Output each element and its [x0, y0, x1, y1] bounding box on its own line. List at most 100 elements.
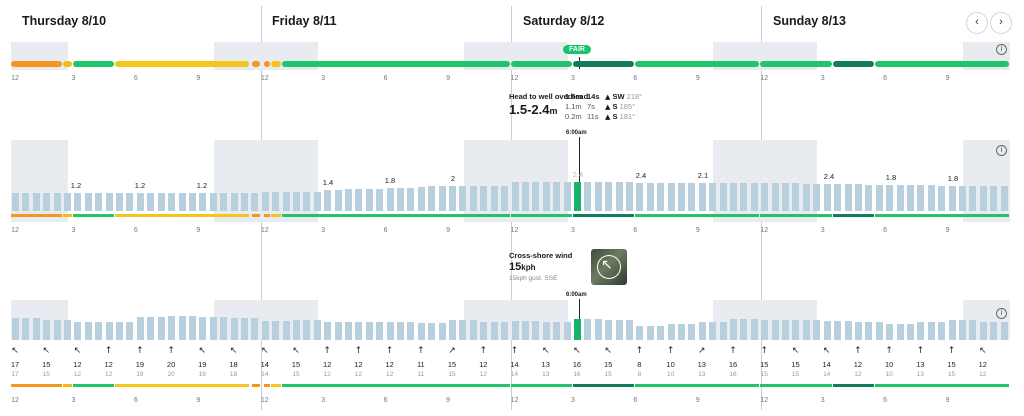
- wind-speed-bar[interactable]: [927, 321, 935, 340]
- surf-height-bar[interactable]: [417, 187, 425, 211]
- wind-speed-bar[interactable]: [938, 321, 946, 340]
- info-icon[interactable]: i: [996, 308, 1007, 319]
- wind-speed-bar[interactable]: [303, 320, 311, 340]
- wind-speed-bar[interactable]: [615, 320, 623, 340]
- wind-speed-bar[interactable]: [272, 320, 280, 340]
- surf-height-bar[interactable]: [969, 186, 977, 211]
- wind-speed-bar[interactable]: [740, 319, 748, 340]
- surf-height-bar[interactable]: [990, 186, 998, 211]
- wind-speed-bar[interactable]: [397, 322, 405, 340]
- wind-speed-bar[interactable]: [501, 322, 509, 340]
- wind-speed-bar[interactable]: [958, 320, 966, 340]
- surf-height-bar[interactable]: [886, 184, 894, 211]
- wind-speed-bar[interactable]: [834, 320, 842, 340]
- wind-speed-bar[interactable]: [761, 320, 769, 340]
- wind-speed-bar[interactable]: [324, 322, 332, 340]
- surf-height-bar[interactable]: [906, 185, 914, 211]
- surf-height-bar[interactable]: [490, 186, 498, 211]
- wind-speed-bar[interactable]: [532, 320, 540, 340]
- wind-speed-bar[interactable]: [594, 319, 602, 340]
- surf-height-bar[interactable]: [355, 189, 363, 211]
- surf-height-bar[interactable]: [834, 184, 842, 211]
- wind-speed-bar[interactable]: [844, 320, 852, 340]
- wind-map-thumbnail[interactable]: ↖: [591, 249, 627, 285]
- wind-speed-bar[interactable]: [178, 316, 186, 340]
- wind-speed-bar[interactable]: [22, 318, 30, 340]
- surf-height-bar[interactable]: [740, 183, 748, 211]
- surf-height-bar[interactable]: [334, 189, 342, 211]
- wind-speed-bar[interactable]: [865, 322, 873, 340]
- wind-speed-bar[interactable]: [251, 317, 259, 340]
- wind-speed-bar[interactable]: [43, 320, 51, 340]
- surf-height-bar[interactable]: [584, 181, 592, 211]
- surf-height-bar[interactable]: [105, 193, 113, 211]
- surf-height-bar[interactable]: [209, 193, 217, 211]
- surf-height-bar[interactable]: [95, 193, 103, 211]
- surf-height-bar[interactable]: [313, 192, 321, 211]
- surf-height-bar[interactable]: [802, 183, 810, 211]
- wind-speed-bar[interactable]: [386, 322, 394, 340]
- surf-height-bar[interactable]: [521, 181, 529, 211]
- surf-height-bar[interactable]: [875, 184, 883, 211]
- wind-speed-bar[interactable]: [157, 316, 165, 340]
- wind-speed-bar[interactable]: [730, 319, 738, 340]
- wind-speed-bar[interactable]: [84, 322, 92, 340]
- surf-height-bar[interactable]: [511, 181, 519, 211]
- wind-speed-bar[interactable]: [136, 316, 144, 340]
- surf-height-bar[interactable]: [667, 183, 675, 211]
- surf-height-bar[interactable]: [594, 181, 602, 211]
- wind-speed-bar[interactable]: [906, 324, 914, 340]
- surf-height-bar[interactable]: [251, 193, 259, 211]
- surf-height-bar[interactable]: [240, 193, 248, 211]
- surf-height-bar[interactable]: [771, 183, 779, 211]
- wind-speed-bar[interactable]: [896, 324, 904, 340]
- wind-speed-bar[interactable]: [220, 316, 228, 340]
- surf-height-bar[interactable]: [573, 181, 581, 211]
- prev-day-button[interactable]: ‹: [966, 12, 988, 34]
- surf-height-bar[interactable]: [53, 193, 61, 211]
- wind-speed-bar[interactable]: [240, 317, 248, 340]
- wind-speed-bar[interactable]: [64, 320, 72, 340]
- wind-speed-bar[interactable]: [313, 320, 321, 340]
- surf-height-bar[interactable]: [532, 181, 540, 211]
- wind-speed-bar[interactable]: [261, 320, 269, 340]
- wind-speed-bar[interactable]: [209, 316, 217, 340]
- surf-height-bar[interactable]: [428, 186, 436, 211]
- surf-height-bar[interactable]: [292, 192, 300, 211]
- wind-speed-bar[interactable]: [917, 321, 925, 340]
- wind-speed-bar[interactable]: [563, 321, 571, 340]
- surf-height-bar[interactable]: [865, 184, 873, 211]
- surf-height-bar[interactable]: [407, 187, 415, 211]
- surf-height-bar[interactable]: [813, 183, 821, 211]
- surf-height-bar[interactable]: [272, 192, 280, 211]
- wind-speed-bar[interactable]: [969, 320, 977, 340]
- surf-height-bar[interactable]: [761, 183, 769, 211]
- wind-speed-bar[interactable]: [511, 320, 519, 340]
- wind-speed-bar[interactable]: [480, 322, 488, 340]
- wind-speed-bar[interactable]: [667, 324, 675, 340]
- surf-height-bar[interactable]: [22, 193, 30, 211]
- wind-speed-bar[interactable]: [802, 320, 810, 340]
- surf-height-bar[interactable]: [199, 193, 207, 211]
- wind-speed-bar[interactable]: [438, 323, 446, 340]
- wind-speed-bar[interactable]: [750, 319, 758, 340]
- surf-height-bar[interactable]: [147, 193, 155, 211]
- surf-height-bar[interactable]: [324, 190, 332, 211]
- surf-height-bar[interactable]: [74, 193, 82, 211]
- surf-height-bar[interactable]: [84, 193, 92, 211]
- info-icon[interactable]: i: [996, 145, 1007, 156]
- wind-speed-bar[interactable]: [12, 318, 19, 340]
- surf-height-bar[interactable]: [553, 181, 561, 211]
- wind-speed-bar[interactable]: [584, 319, 592, 340]
- wind-speed-bar[interactable]: [469, 320, 477, 340]
- wind-speed-bar[interactable]: [979, 322, 987, 340]
- surf-height-bar[interactable]: [178, 193, 186, 211]
- surf-height-bar[interactable]: [157, 193, 165, 211]
- surf-height-bar[interactable]: [345, 189, 352, 211]
- surf-height-bar[interactable]: [625, 181, 633, 211]
- surf-height-bar[interactable]: [958, 185, 966, 211]
- wind-speed-bar[interactable]: [823, 320, 831, 340]
- wind-speed-bar[interactable]: [948, 320, 956, 340]
- surf-height-bar[interactable]: [168, 193, 176, 211]
- wind-speed-bar[interactable]: [116, 322, 124, 340]
